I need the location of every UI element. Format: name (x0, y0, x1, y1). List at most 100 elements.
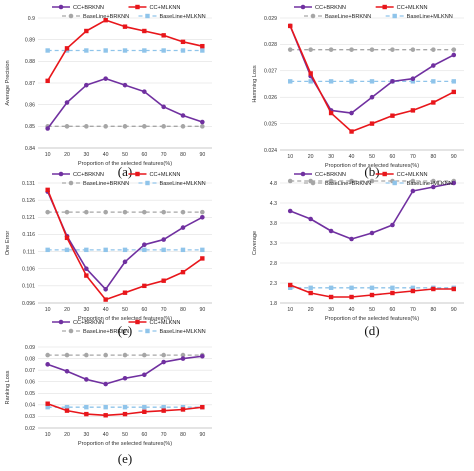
y-tick-label: 2.8 (270, 261, 277, 267)
data-point-baseline-brknn (180, 124, 186, 129)
y-axis-title: One Error (5, 231, 11, 256)
series-baseline-mlknn (45, 247, 205, 253)
x-tick-label: 20 (308, 154, 314, 160)
data-point-baseline-mlknn (308, 79, 313, 84)
data-point-baseline-mlknn (161, 48, 166, 53)
y-tick-label: 0.05 (25, 391, 35, 397)
legend-label-cc-brknn: CC+BRKNN (73, 320, 104, 326)
data-point-baseline-brknn (369, 178, 375, 184)
legend-label-baseline-brknn: BaseLine+BRKNN (83, 14, 129, 20)
y-axis-title: Ranking Loss (5, 370, 11, 404)
x-tick-label: 70 (161, 432, 167, 438)
x-tick-label: 40 (103, 307, 109, 313)
series-baseline-brknn (45, 124, 205, 129)
x-tick-label: 20 (64, 152, 70, 158)
data-point-baseline-mlknn (45, 404, 50, 410)
data-point-cc-mlknn (349, 129, 354, 134)
panel-label: (d) (364, 323, 379, 338)
y-tick-label: 0.85 (25, 124, 35, 130)
data-point-baseline-mlknn (161, 404, 166, 410)
data-point-cc-mlknn (45, 78, 50, 84)
legend-item-cc-mlknn: CC+MLKNN (128, 171, 180, 178)
data-point-cc-mlknn (122, 290, 128, 295)
data-point-cc-mlknn (161, 278, 166, 283)
data-point-baseline-mlknn (308, 285, 313, 290)
data-point-baseline-brknn (287, 47, 293, 52)
data-point-cc-brknn (103, 381, 108, 387)
legend-label-cc-brknn: CC+BRKNN (315, 5, 346, 11)
data-point-cc-brknn (349, 110, 354, 116)
x-tick-label: 20 (64, 307, 70, 313)
data-point-cc-mlknn (349, 294, 354, 300)
data-point-baseline-brknn (308, 47, 313, 52)
legend-label-cc-mlknn: CC+MLKNN (149, 5, 180, 11)
x-tick-label: 80 (430, 154, 436, 160)
x-tick-label: 40 (349, 154, 355, 160)
data-point-baseline-mlknn (161, 247, 166, 253)
legend-marker-cc-mlknn (135, 4, 140, 10)
data-point-cc-mlknn (451, 286, 456, 292)
data-point-cc-brknn (45, 126, 50, 131)
legend-item-baseline-brknn: BaseLine+BRKNN (62, 328, 129, 335)
data-point-baseline-mlknn (410, 79, 416, 84)
data-point-cc-mlknn (431, 100, 436, 105)
legend-marker-baseline-brknn (68, 13, 74, 19)
data-point-baseline-brknn (103, 209, 108, 215)
x-tick-label: 50 (122, 432, 128, 438)
x-tick-label: 10 (287, 307, 293, 313)
y-tick-label: 4.8 (270, 181, 277, 187)
data-point-baseline-mlknn (349, 79, 354, 84)
data-point-cc-mlknn (142, 409, 147, 414)
data-point-cc-brknn (64, 100, 70, 105)
x-tick-label: 70 (410, 307, 416, 313)
chart-panel-1: 0.84 0.85 0.86 0.87 0.88 0.89 0.9 10 20 30 40 50 60 7… (5, 4, 212, 179)
chart-panel-3: 0.096 0.101 0.106 0.111 0.116 0.121 0.126 0.131… (5, 171, 212, 338)
legend-label-cc-brknn: CC+BRKNN (73, 172, 104, 178)
y-tick-label: 0.09 (25, 345, 35, 351)
legend-marker-baseline-mlknn (392, 13, 397, 19)
legend-item-baseline-brknn: BaseLine+BRKNN (62, 13, 129, 20)
data-point-baseline-brknn (161, 124, 166, 129)
data-point-cc-mlknn (451, 89, 456, 95)
data-point-cc-brknn (84, 377, 89, 382)
legend-item-cc-brknn: CC+BRKNN (52, 171, 104, 178)
legend-label-cc-brknn: CC+BRKNN (73, 5, 104, 11)
series-cc-brknn (45, 189, 205, 292)
data-point-cc-mlknn (369, 292, 375, 298)
legend-panel-5: CC+BRKNN CC+MLKNN BaseLine+BRKNN BaseLine+M… (52, 319, 206, 335)
legend-label-cc-mlknn: CC+MLKNN (397, 5, 428, 11)
data-point-cc-brknn (410, 76, 416, 82)
series-cc-mlknn (288, 282, 456, 300)
x-axis-title: Proportion of the selected features(%) (325, 163, 419, 169)
data-point-cc-brknn (142, 242, 147, 248)
y-tick-label: 3.8 (270, 221, 277, 227)
data-point-baseline-brknn (161, 352, 166, 358)
legend-marker-baseline-mlknn (145, 13, 150, 19)
y-tick-label: 0.89 (25, 37, 35, 43)
data-point-baseline-mlknn (103, 404, 108, 410)
legend-item-cc-mlknn: CC+MLKNN (375, 171, 428, 178)
chart-panel-2: 0.024 0.025 0.026 0.027 0.028 0.029 10 20 30 40 50… (252, 4, 464, 179)
data-point-cc-mlknn (180, 39, 186, 45)
y-tick-label: 0.126 (22, 198, 35, 204)
legend-item-cc-brknn: CC+BRKNN (52, 4, 104, 11)
data-point-cc-brknn (122, 82, 128, 88)
x-tick-label: 90 (199, 307, 205, 313)
data-point-cc-mlknn (308, 71, 313, 76)
data-point-baseline-mlknn (410, 285, 416, 290)
data-point-baseline-mlknn (64, 247, 70, 253)
data-point-baseline-brknn (328, 47, 334, 52)
y-tick-label: 0.07 (25, 368, 35, 374)
data-point-baseline-mlknn (142, 48, 147, 53)
data-point-baseline-brknn (122, 352, 128, 358)
data-point-cc-mlknn (431, 286, 436, 292)
data-point-cc-mlknn (122, 24, 128, 29)
data-point-baseline-mlknn (349, 285, 354, 290)
data-point-cc-mlknn (103, 17, 108, 23)
data-point-baseline-brknn (431, 47, 436, 52)
data-point-baseline-mlknn (200, 48, 205, 53)
data-point-baseline-brknn (200, 209, 205, 215)
series-baseline-brknn (45, 352, 205, 358)
legend-label-cc-mlknn: CC+MLKNN (397, 172, 428, 178)
data-point-baseline-brknn (142, 209, 147, 215)
